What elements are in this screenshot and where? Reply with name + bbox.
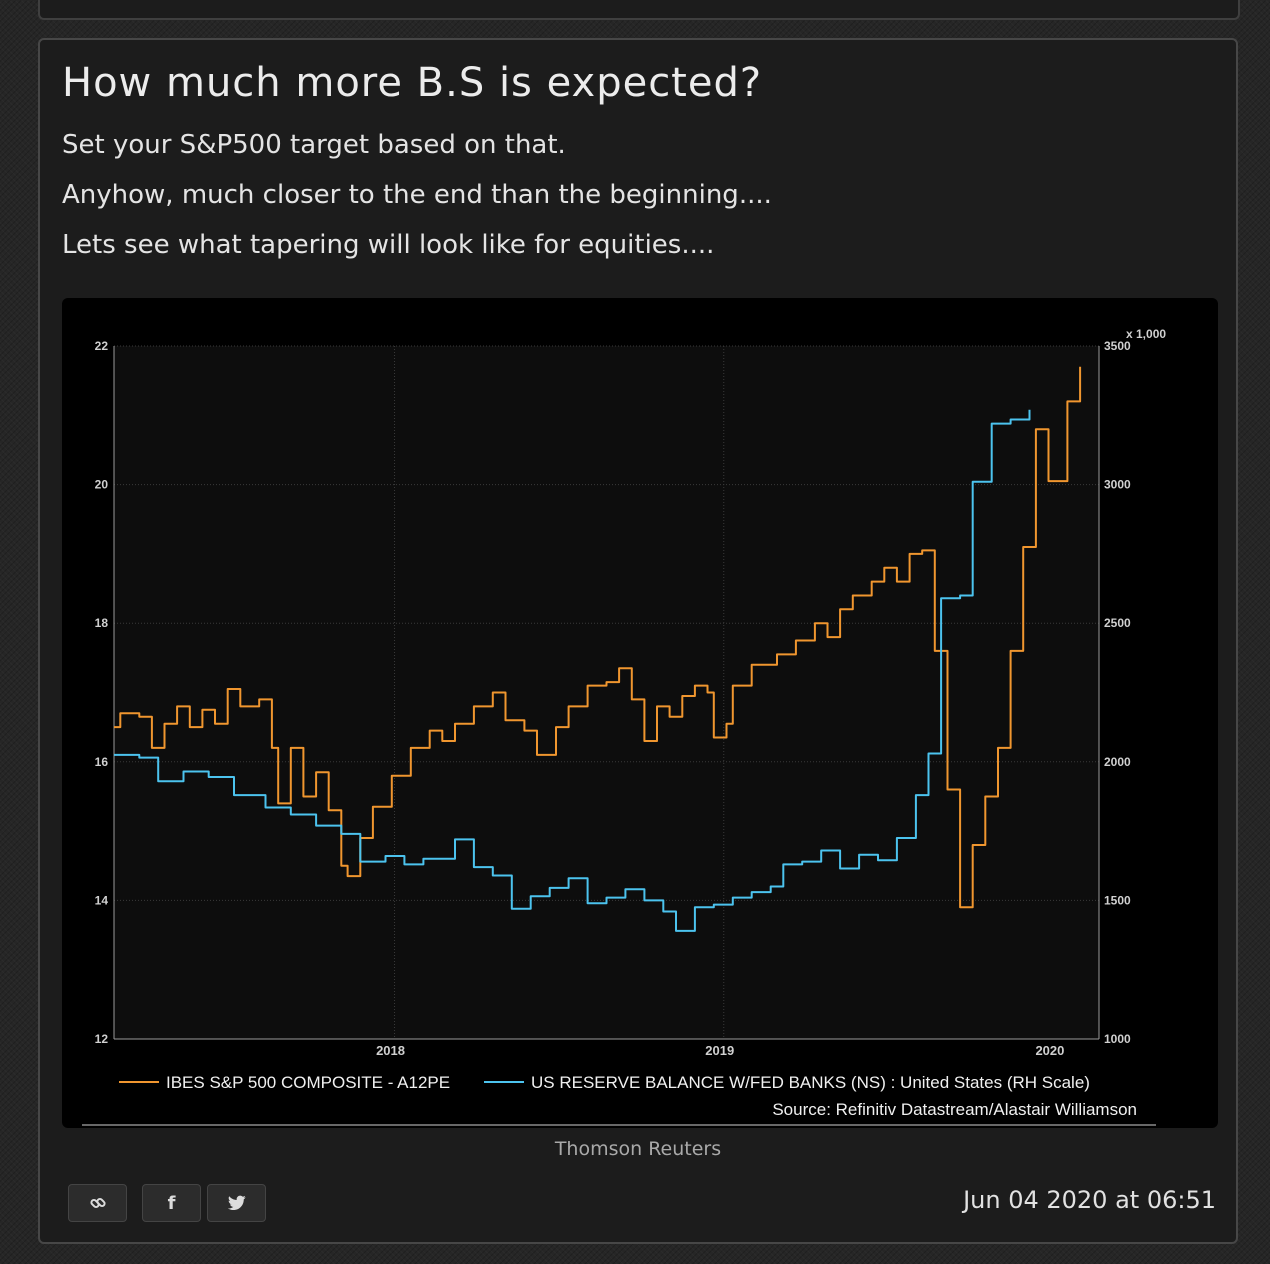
- twitter-icon: [227, 1195, 246, 1211]
- left-tick-label: 18: [95, 616, 109, 630]
- right-axis: 1000 1500 2000 2500 3000 3500: [1098, 339, 1131, 1046]
- legend-label-reserve: US RESERVE BALANCE W/FED BANKS (NS) : Un…: [531, 1073, 1090, 1092]
- left-tick-label: 20: [95, 478, 109, 492]
- left-axis: 12 14 16 18 20 22: [95, 339, 115, 1046]
- legend: IBES S&P 500 COMPOSITE - A12PE US RESERV…: [119, 1073, 1090, 1092]
- post-paragraph-3: Lets see what tapering will look like fo…: [62, 230, 715, 260]
- chart-image[interactable]: 12 14 16 18 20 22 1000 1500 2000 2500 3000 3500 20…: [62, 298, 1218, 1128]
- right-axis-unit: x 1,000: [1126, 327, 1166, 341]
- left-tick-label: 22: [95, 339, 109, 353]
- right-tick-label: 2500: [1104, 616, 1131, 630]
- previous-post-card: [38, 0, 1240, 20]
- post-paragraph-2: Anyhow, much closer to the end than the …: [62, 180, 772, 210]
- x-axis: 2018 2019 2020: [114, 1038, 1099, 1058]
- right-tick-label: 1500: [1104, 893, 1131, 907]
- facebook-share-button[interactable]: f: [142, 1184, 201, 1222]
- x-tick-label: 2019: [705, 1043, 734, 1058]
- chart-source: Source: Refinitiv Datastream/Alastair Wi…: [772, 1100, 1137, 1119]
- legend-label-ibes: IBES S&P 500 COMPOSITE - A12PE: [166, 1073, 450, 1092]
- post-timestamp: Jun 04 2020 at 06:51: [963, 1186, 1216, 1214]
- right-tick-label: 3000: [1104, 478, 1131, 492]
- link-icon: [89, 1197, 106, 1209]
- chart-svg: 12 14 16 18 20 22 1000 1500 2000 2500 3000 3500 20…: [82, 327, 1166, 1126]
- plot-area: [114, 346, 1099, 1039]
- right-tick-label: 3500: [1104, 339, 1131, 353]
- right-tick-label: 2000: [1104, 755, 1131, 769]
- left-tick-label: 16: [95, 755, 109, 769]
- image-caption: Thomson Reuters: [554, 1138, 722, 1160]
- post-paragraph-1: Set your S&P500 target based on that.: [62, 130, 566, 160]
- left-tick-label: 12: [95, 1032, 109, 1046]
- series-line-reserve-balance: [114, 409, 1031, 932]
- facebook-icon: f: [167, 1192, 176, 1214]
- x-tick-label: 2020: [1035, 1043, 1064, 1058]
- x-tick-label: 2018: [376, 1043, 405, 1058]
- post-card: How much more B.S is expected? Set your …: [38, 38, 1238, 1244]
- series-lines: [114, 366, 1082, 932]
- twitter-share-button[interactable]: [207, 1184, 266, 1222]
- series-line-ibes-pe: [114, 366, 1082, 909]
- post-title: How much more B.S is expected?: [62, 60, 763, 106]
- right-tick-label: 1000: [1104, 1032, 1131, 1046]
- copy-link-button[interactable]: [68, 1184, 127, 1222]
- left-tick-label: 14: [95, 893, 109, 907]
